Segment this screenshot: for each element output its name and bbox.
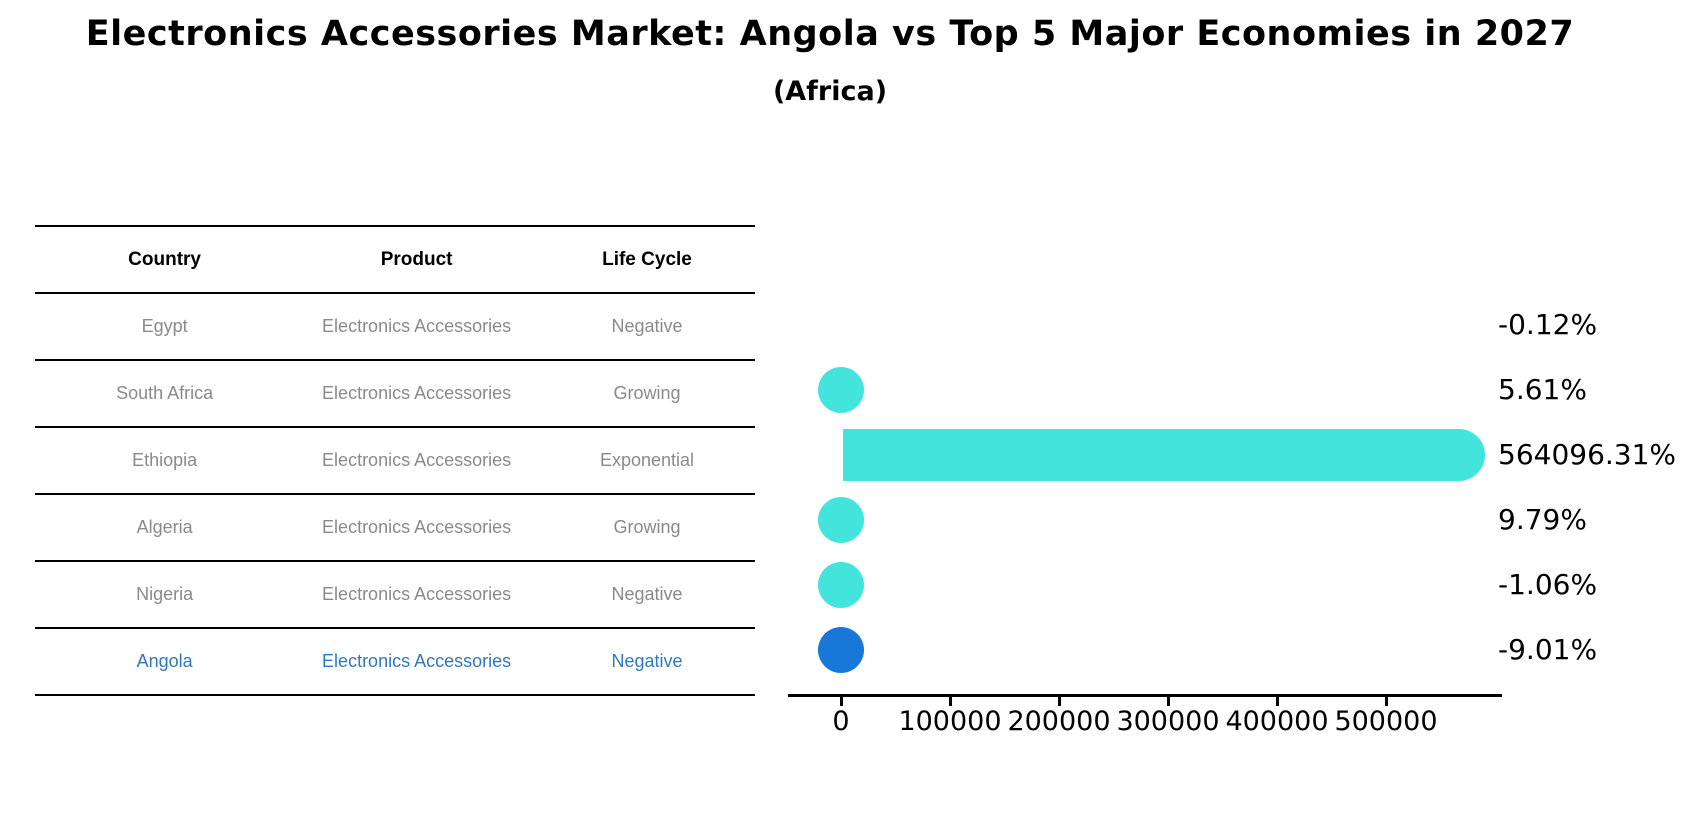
value-label-nigeria: -1.06%: [1498, 568, 1598, 601]
cell-lifecycle: Negative: [611, 316, 683, 336]
x-tick-label: 500000: [1334, 706, 1438, 737]
x-tick-label: 300000: [1116, 706, 1220, 737]
x-tick: [1058, 697, 1061, 706]
x-tick-label: 400000: [1225, 706, 1329, 737]
value-label-south-africa: 5.61%: [1498, 373, 1587, 406]
value-label-algeria: 9.79%: [1498, 503, 1587, 536]
bar-ethiopia: [843, 429, 1485, 481]
table-row-algeria: Algeria Electronics Accessories Growing: [35, 493, 755, 560]
cell-country: South Africa: [116, 383, 214, 403]
cell-product: Electronics Accessories: [322, 584, 512, 604]
x-tick-label: 0: [832, 706, 850, 737]
table-header-lifecycle: Life Cycle: [602, 248, 692, 270]
cell-country: Angola: [136, 651, 193, 671]
cell-product: Electronics Accessories: [322, 316, 512, 336]
x-tick-label: 200000: [1007, 706, 1111, 737]
dot-angola: [818, 627, 864, 673]
table-row-ethiopia: Ethiopia Electronics Accessories Exponen…: [35, 426, 755, 493]
x-tick: [1385, 697, 1388, 706]
cell-lifecycle: Negative: [611, 584, 683, 604]
table-row-angola: Angola Electronics Accessories Negative: [35, 627, 755, 696]
cell-product: Electronics Accessories: [322, 517, 512, 537]
value-label-angola: -9.01%: [1498, 633, 1598, 666]
table-header-country: Country: [128, 248, 201, 270]
chart-subtitle: (Africa): [772, 76, 888, 107]
cell-product: Electronics Accessories: [322, 383, 512, 403]
country-table: Country Product Life Cycle Egypt Electro…: [35, 225, 755, 696]
x-tick: [1276, 697, 1279, 706]
cell-lifecycle: Negative: [611, 651, 683, 671]
dot-algeria: [818, 497, 864, 543]
table-row-south-africa: South Africa Electronics Accessories Gro…: [35, 359, 755, 426]
x-axis-line: [788, 694, 1502, 697]
x-tick: [1167, 697, 1170, 706]
table-header-product: Product: [380, 248, 453, 270]
cell-country: Egypt: [141, 316, 188, 336]
chart-title: Electronics Accessories Market: Angola v…: [85, 14, 1575, 54]
cell-lifecycle: Growing: [613, 517, 681, 537]
table-row-nigeria: Nigeria Electronics Accessories Negative: [35, 560, 755, 627]
cell-country: Algeria: [136, 517, 193, 537]
value-label-ethiopia: 564096.31%: [1498, 438, 1677, 471]
cell-product: Electronics Accessories: [322, 651, 512, 671]
x-tick: [949, 697, 952, 706]
table-row-egypt: Egypt Electronics Accessories Negative: [35, 292, 755, 359]
table-header-row: Country Product Life Cycle: [35, 225, 755, 292]
x-tick-label: 100000: [898, 706, 1002, 737]
cell-country: Ethiopia: [132, 450, 198, 470]
cell-lifecycle: Exponential: [599, 450, 695, 470]
value-label-egypt: -0.12%: [1498, 308, 1598, 341]
dot-south-africa: [818, 367, 864, 413]
cell-country: Nigeria: [136, 584, 194, 604]
x-tick: [840, 697, 843, 706]
cell-lifecycle: Growing: [613, 383, 681, 403]
dot-nigeria: [818, 562, 864, 608]
cell-product: Electronics Accessories: [322, 450, 512, 470]
